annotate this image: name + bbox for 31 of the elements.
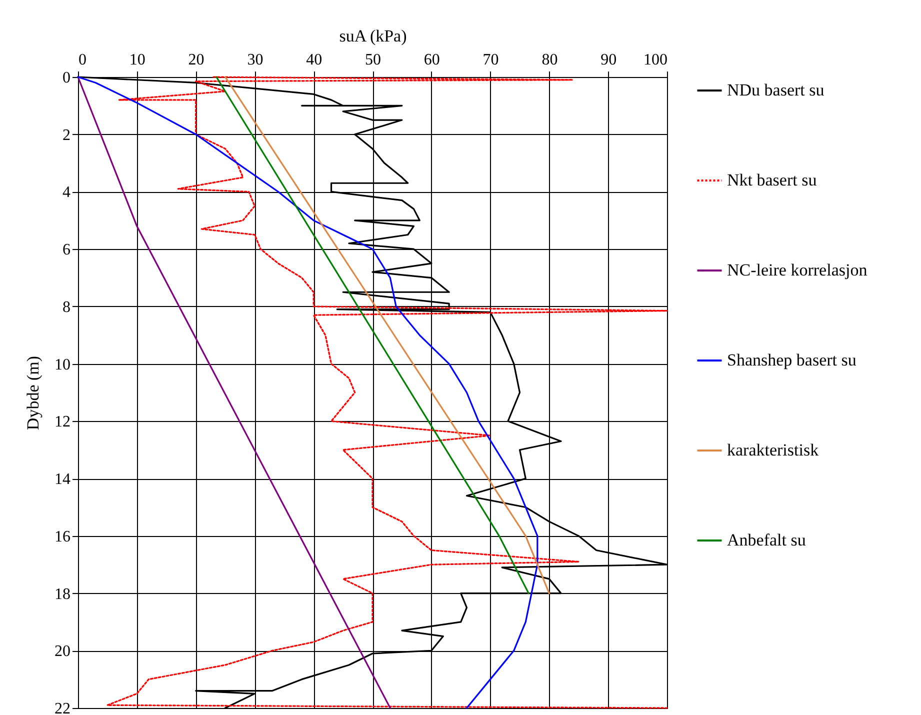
- legend-label: NDu basert su: [727, 80, 825, 100]
- x-tick-label: 0: [78, 52, 86, 68]
- x-tick-label: 30: [247, 52, 264, 68]
- x-tick-label: 10: [129, 52, 146, 68]
- legend-label: Nkt basert su: [727, 170, 818, 190]
- y-tick-label: 22: [54, 700, 70, 715]
- y-tick-label: 12: [54, 414, 70, 431]
- y-tick-label: 10: [54, 356, 70, 374]
- y-tick-label: 16: [54, 528, 70, 546]
- x-tick-label: 40: [306, 52, 322, 68]
- legend-label: karakteristisk: [727, 440, 820, 460]
- x-tick-label: 50: [365, 52, 381, 68]
- y-tick-label: 14: [54, 471, 70, 488]
- legend-label: Anbefalt su: [727, 530, 806, 550]
- y-tick-label: 18: [54, 586, 70, 603]
- y-tick-label: 2: [62, 126, 70, 144]
- y-tick-label: 8: [62, 298, 70, 316]
- y-axis-title: Dybde (m): [24, 356, 42, 430]
- legend-label: NC-leire korrelasjon: [727, 260, 868, 280]
- x-tick-label: 100: [644, 52, 668, 68]
- y-tick-label: 4: [62, 184, 70, 202]
- y-tick-label: 20: [54, 643, 70, 660]
- x-axis-title: suA (kPa): [339, 26, 407, 46]
- x-tick-label: 20: [188, 52, 204, 68]
- x-tick-label: 90: [600, 52, 617, 68]
- y-tick-label: 6: [62, 242, 70, 259]
- x-tick-label: 60: [424, 52, 440, 68]
- y-tick-label: 0: [62, 70, 70, 86]
- x-tick-label: 80: [542, 52, 558, 68]
- x-tick-label: 70: [482, 52, 499, 68]
- legend-label: Shanshep basert su: [727, 350, 857, 370]
